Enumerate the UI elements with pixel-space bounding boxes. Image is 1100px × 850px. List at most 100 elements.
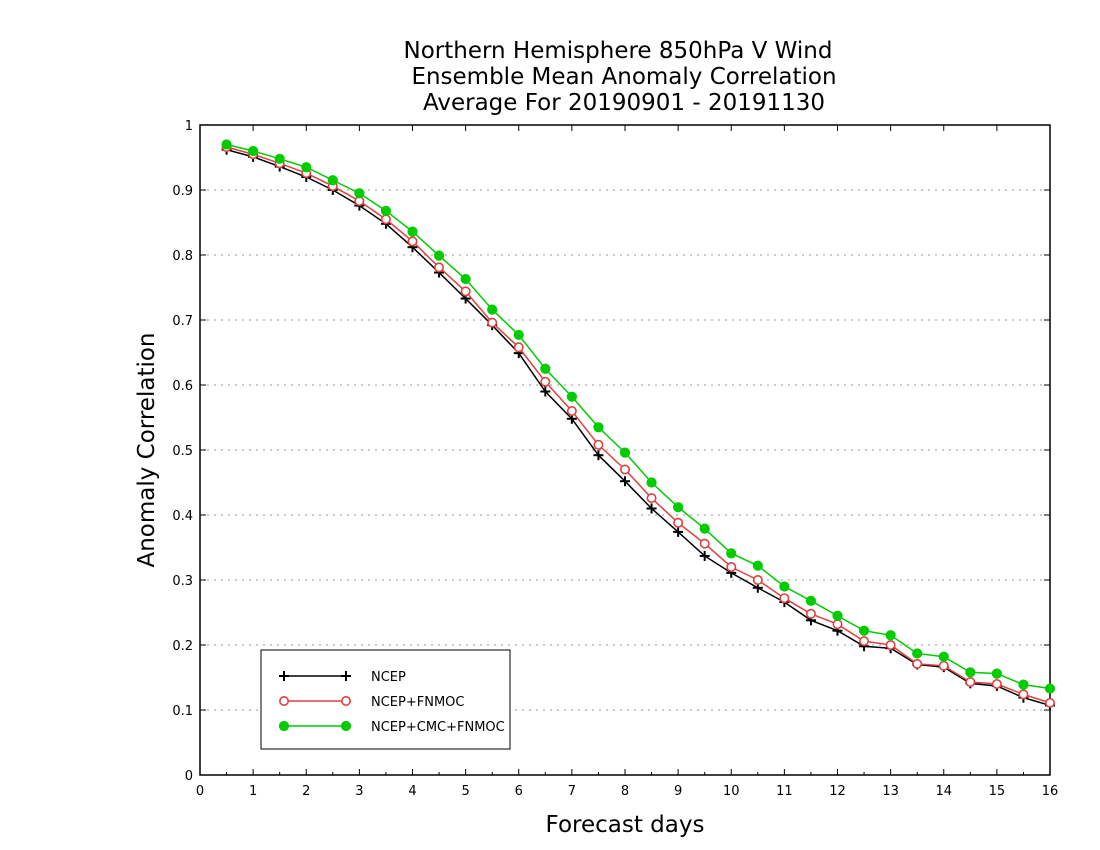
series-line-ncep-cmc-fnmoc [226,143,1051,690]
point-ncep-fnmoc-marker [938,660,949,671]
point-ncep-marker [593,450,604,461]
y-tick-label: 0.5 [172,444,193,459]
point-ncep-cmc-fnmoc-marker [646,477,657,488]
series-line-ncep-fnmoc [226,146,1051,704]
y-tick-label: 0.1 [172,704,193,719]
point-ncep-cmc-fnmoc-marker [858,625,870,636]
x-tick-label: 16 [1042,784,1059,799]
point-ncep-marker [646,503,657,514]
point-ncep-cmc-fnmoc-marker [274,153,285,164]
point-ncep-fnmoc-marker [885,639,896,650]
chart-title-line-3: Average For 20190901 - 20191130 [423,90,825,116]
legend-ncep-fnmoc-marker [340,695,351,706]
point-ncep-marker [699,550,710,561]
point-ncep-cmc-fnmoc-marker [487,304,498,315]
x-tick-label: 12 [829,784,846,799]
point-ncep-cmc-fnmoc-marker [221,139,232,150]
x-tick-label: 2 [302,784,310,799]
x-tick-label: 0 [196,784,204,799]
point-ncep-cmc-fnmoc-marker [433,250,445,261]
x-tick-label: 7 [568,784,576,799]
legend-box [260,649,511,750]
point-ncep-fnmoc-marker [752,574,763,585]
x-tick-label: 13 [882,784,899,799]
point-ncep-cmc-fnmoc-marker [619,447,631,458]
y-tick-label: 0.6 [172,379,193,394]
point-ncep-fnmoc-marker [540,376,551,387]
point-ncep-cmc-fnmoc-marker [460,273,471,285]
point-ncep-cmc-fnmoc-marker [327,175,338,186]
legend-label: NCEP [371,670,406,685]
legend-entry-ncep: NCEP [279,670,406,685]
point-ncep-cmc-fnmoc-marker [248,145,259,157]
legend-ncep-fnmoc-marker [278,695,289,706]
point-ncep-cmc-fnmoc-marker [726,548,737,559]
series-ncep-fnmoc [221,142,1056,708]
point-ncep-fnmoc-marker [912,658,923,669]
y-tick-label: 0 [185,769,193,784]
x-tick-label: 1 [249,784,257,799]
x-tick-label: 9 [674,784,682,799]
legend-ncep-cmc-fnmoc-marker [278,720,290,732]
point-ncep-cmc-fnmoc-marker [673,502,684,513]
point-ncep-cmc-fnmoc-marker [965,667,976,678]
x-tick-label: 15 [989,784,1006,799]
point-ncep-fnmoc-marker [673,517,684,528]
chart-title-line-2: Ensemble Mean Anomaly Correlation [411,64,836,90]
point-ncep-cmc-fnmoc-marker [699,523,710,534]
point-ncep-fnmoc-marker [619,464,630,475]
point-ncep-marker [620,476,630,487]
y-tick-label: 0.7 [172,314,193,329]
x-tick-label: 3 [355,784,363,799]
point-ncep-fnmoc-marker [513,342,524,353]
legend-entry-ncep-fnmoc: NCEP+FNMOC [278,695,464,710]
point-ncep-fnmoc-marker [566,405,577,416]
x-tick-label: 8 [621,784,629,799]
x-tick-label: 10 [723,784,740,799]
legend-entry-ncep-cmc-fnmoc: NCEP+CMC+FNMOC [278,720,505,735]
point-ncep-cmc-fnmoc-marker [779,581,790,592]
point-ncep-cmc-fnmoc-marker [566,391,577,402]
point-ncep-cmc-fnmoc-marker [593,422,604,433]
point-ncep-fnmoc-marker [434,262,445,273]
series-ncep-cmc-fnmoc [221,139,1056,694]
y-tick-label: 0.8 [172,249,193,264]
point-ncep-fnmoc-marker [832,619,843,630]
point-ncep-cmc-fnmoc-marker [991,668,1002,679]
point-ncep-cmc-fnmoc-marker [832,610,843,621]
x-tick-label: 5 [461,784,469,799]
point-ncep-fnmoc-marker [779,593,790,604]
point-ncep-cmc-fnmoc-marker [407,226,418,237]
point-ncep-cmc-fnmoc-marker [805,595,817,606]
axis-ticks: 00.10.20.30.40.50.60.70.80.910 1 2 3 4 5 6 7 8 9 1… [172,119,1058,799]
legend-label: NCEP+FNMOC [371,695,464,710]
y-axis-label: Anomaly Correlation [134,332,160,567]
y-tick-label: 0.9 [172,184,193,199]
point-ncep-cmc-fnmoc-marker [938,651,949,662]
point-ncep-cmc-fnmoc-marker [912,648,923,659]
point-ncep-marker [540,386,551,397]
point-ncep-cmc-fnmoc-marker [1044,683,1056,694]
point-ncep-fnmoc-marker [1018,689,1029,700]
y-tick-label: 0.4 [172,509,193,524]
point-ncep-fnmoc-marker [726,561,737,572]
point-ncep-fnmoc-marker [487,317,498,328]
point-ncep-fnmoc-marker [380,214,391,225]
chart-title-line-1: Northern Hemisphere 850hPa V Wind [404,38,833,64]
point-ncep-fnmoc-marker [593,439,604,450]
series-lines [221,139,1056,711]
x-tick-label: 6 [515,784,523,799]
point-ncep-fnmoc-marker [991,678,1002,689]
series-ncep [221,144,1055,711]
point-ncep-fnmoc-marker [859,636,870,647]
grid [200,189,1050,711]
x-tick-label: 4 [408,784,416,799]
point-ncep-cmc-fnmoc-marker [354,188,365,199]
legend-ncep-cmc-fnmoc-marker [340,720,352,732]
point-ncep-fnmoc-marker [965,677,976,688]
point-ncep-cmc-fnmoc-marker [885,630,896,641]
point-ncep-cmc-fnmoc-marker [513,329,524,341]
y-tick-label: 0.2 [172,639,193,654]
point-ncep-cmc-fnmoc-marker [540,363,551,374]
